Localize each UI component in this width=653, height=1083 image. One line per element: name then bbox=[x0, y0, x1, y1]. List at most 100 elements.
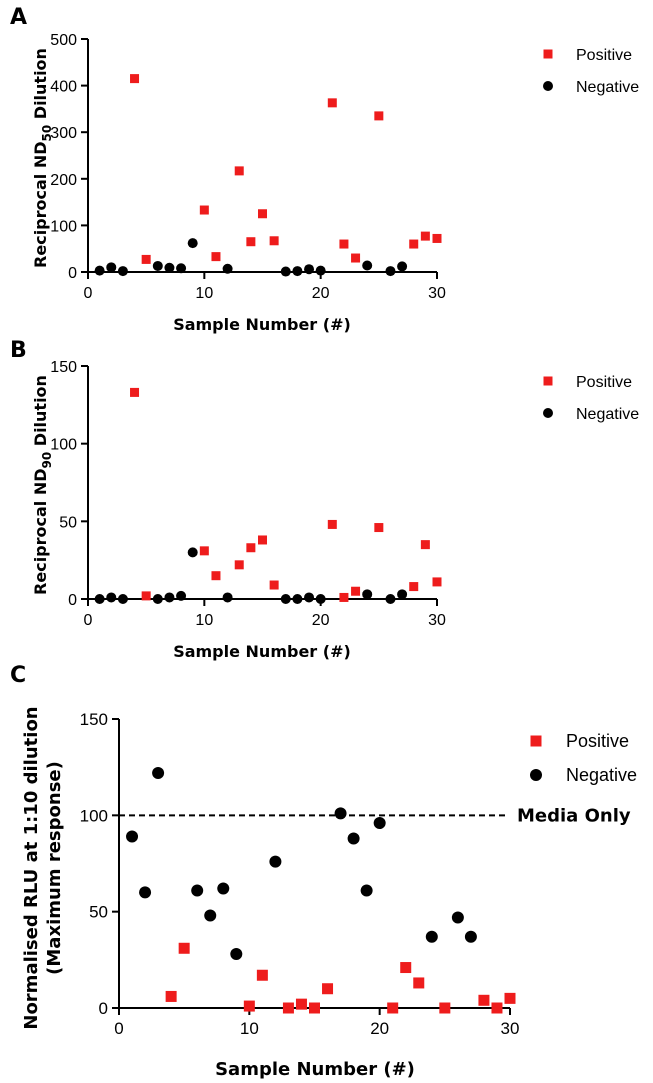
panel-b-positive-point bbox=[339, 592, 349, 602]
panel-c-y-tick-label: 50 bbox=[89, 903, 108, 922]
panel-a-x-tick-label: 30 bbox=[428, 285, 446, 302]
panel-a-negative-point bbox=[362, 260, 373, 271]
panel-a-negative-point bbox=[117, 266, 128, 277]
panel-c-legend-positive-label: Positive bbox=[566, 731, 629, 751]
panel-b-negative-point bbox=[152, 594, 163, 604]
panel-b-positive-point bbox=[258, 535, 267, 545]
panel-b-negative-point bbox=[304, 592, 315, 603]
panel-a-y-tick-label: 300 bbox=[50, 125, 77, 142]
panel-c-positive-point bbox=[439, 1002, 451, 1014]
panel-c-negative-point bbox=[204, 909, 217, 922]
panel-b-negative-point bbox=[94, 594, 105, 604]
panel-b-positive-point bbox=[374, 523, 384, 533]
panel-a-positive-point bbox=[420, 231, 430, 241]
panel-c-negative-point bbox=[373, 817, 386, 830]
panel-c-negative-point bbox=[269, 855, 282, 868]
panel-c-positive-point bbox=[491, 1002, 503, 1014]
panel-c-y-axis-title-line2: (Maximum response) bbox=[44, 761, 65, 975]
panel-c-negative-point bbox=[139, 886, 152, 899]
panel-a-y-tick-label: 500 bbox=[50, 32, 77, 49]
panel-b-positive-point bbox=[432, 577, 442, 587]
panel-b-y-tick-label: 100 bbox=[50, 437, 77, 454]
panel-a-y-tick-label: 400 bbox=[50, 79, 77, 96]
panel-b-legend-positive-label: Positive bbox=[576, 374, 632, 391]
panel-a-negative-point bbox=[280, 266, 291, 277]
panel-c-positive-point bbox=[243, 1000, 255, 1012]
panel-b-x-tick-label: 10 bbox=[195, 612, 213, 629]
panel-a-positive-point bbox=[141, 254, 151, 264]
panel-c-negative-point bbox=[425, 930, 438, 943]
panel-a-positive-point bbox=[211, 252, 221, 262]
media-only-label: Media Only bbox=[517, 805, 631, 826]
panel-a-negative-point bbox=[315, 265, 326, 276]
panel-a-positive-point bbox=[339, 239, 349, 249]
panel-a-positive-point bbox=[409, 239, 419, 249]
panel-c-negative-point bbox=[230, 948, 243, 961]
panel-c-negative-point bbox=[191, 884, 204, 897]
panel-b-y-axis-title: Reciprocal ND90 Dilution bbox=[31, 375, 54, 595]
panel-b-positive-point bbox=[234, 560, 244, 570]
panel-a-x-tick-label: 0 bbox=[84, 285, 93, 302]
panel-b-letter: B bbox=[10, 338, 27, 363]
panel-c-positive-point bbox=[256, 969, 268, 981]
panel-c-negative-point bbox=[152, 766, 165, 779]
panel-b-positive-point bbox=[269, 580, 279, 590]
panel-a-y-axis-title: Reciprocal ND50 Dilution bbox=[31, 48, 54, 268]
panel-c-negative-point bbox=[334, 807, 347, 820]
panel-b-legend-negative-label: Negative bbox=[576, 406, 639, 423]
panel-c-legend-negative-label: Negative bbox=[566, 765, 637, 785]
panel-c-letter: C bbox=[10, 663, 26, 688]
panel-a-negative-point bbox=[164, 262, 175, 273]
panel-a-positive-point bbox=[432, 233, 442, 243]
panel-a-x-tick-label: 20 bbox=[312, 285, 330, 302]
panel-a-positive-point bbox=[199, 205, 209, 215]
panel-b-negative-point bbox=[117, 594, 128, 604]
panel-a-y-tick-label: 0 bbox=[68, 265, 77, 282]
panel-a-positive-point bbox=[269, 236, 279, 246]
panel-a-positive-point bbox=[258, 209, 267, 219]
panel-a-negative-point bbox=[397, 261, 408, 272]
panel-c-negative-point bbox=[126, 830, 139, 843]
panel-b-positive-point bbox=[327, 519, 337, 529]
panel-c-y-tick-label: 100 bbox=[80, 806, 108, 825]
panel-b-positive-point bbox=[246, 543, 256, 553]
panel-a-negative-point bbox=[222, 263, 233, 274]
panel-c-positive-point bbox=[478, 994, 490, 1006]
panel-a-y-tick-label: 100 bbox=[50, 218, 77, 235]
panel-b-negative-point bbox=[315, 594, 326, 604]
panel-b-positive-point bbox=[141, 591, 151, 601]
panel-c-positive-point bbox=[387, 1002, 399, 1014]
panel-b-y-tick-label: 150 bbox=[50, 359, 77, 376]
panel-b-y-tick-label: 0 bbox=[68, 592, 77, 609]
panel-a-negative-point bbox=[152, 260, 163, 271]
panel-a-negative-point bbox=[106, 262, 117, 273]
panel-b-positive-point bbox=[409, 582, 419, 592]
panel-b-negative-point bbox=[164, 592, 175, 603]
panel-b-x-tick-label: 0 bbox=[84, 612, 93, 629]
panel-c-negative-point bbox=[217, 882, 230, 895]
panel-a-legend-positive-label: Positive bbox=[576, 47, 632, 64]
panel-b-x-axis-title: Sample Number (#) bbox=[173, 642, 351, 661]
panel-b-negative-point bbox=[106, 592, 117, 603]
panel-c-x-tick-label: 0 bbox=[114, 1019, 123, 1038]
panel-c-positive-point bbox=[504, 992, 516, 1004]
panel-a-legend-negative-marker bbox=[543, 81, 553, 91]
panel-b-positive-point bbox=[211, 571, 221, 581]
panel-b-negative-point bbox=[397, 589, 408, 600]
panel-b-negative-point bbox=[292, 594, 303, 604]
panel-b-positive-point bbox=[199, 546, 209, 556]
panel-b-negative-point bbox=[187, 547, 198, 558]
panel-a-x-axis-title: Sample Number (#) bbox=[173, 315, 351, 334]
panel-c-negative-point bbox=[347, 832, 360, 845]
panel-a-positive-point bbox=[327, 98, 337, 108]
panel-c-negative-point bbox=[464, 930, 477, 943]
panel-c-x-tick-label: 30 bbox=[501, 1019, 520, 1038]
panel-c-positive-point bbox=[178, 942, 190, 954]
panel-b-positive-point bbox=[420, 540, 430, 550]
panel-a-legend-positive-marker bbox=[543, 49, 553, 59]
panel-b-negative-point bbox=[385, 594, 396, 604]
panel-c-positive-point bbox=[165, 990, 177, 1002]
panel-c-positive-point bbox=[413, 977, 425, 989]
panel-a-positive-point bbox=[351, 253, 361, 263]
panel-b-negative-point bbox=[362, 589, 373, 600]
